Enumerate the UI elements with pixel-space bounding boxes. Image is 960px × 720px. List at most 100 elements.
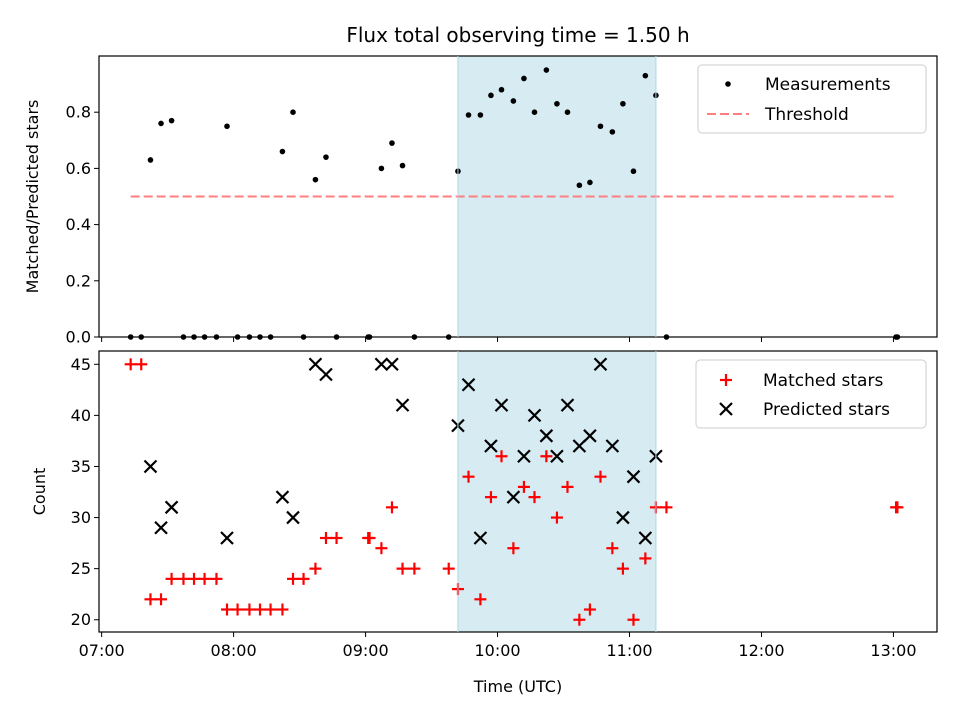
predicted-star-point [308,357,323,372]
predicted-star-point [506,490,521,504]
matched-star-point [144,593,157,606]
predicted-star-point [385,357,399,372]
predicted-star-point [395,398,410,412]
measurement-point [323,154,329,160]
matched-star-point [540,450,553,463]
matched-star-point [507,542,520,555]
measurement-point [510,98,517,104]
predicted-star-point [154,520,168,535]
predicted-star-point [220,531,234,545]
measurement-point [630,168,637,175]
x-tick-label: 08:00 [211,641,257,660]
top-y-ticks: 0.0 0.2 0.4 0.6 0.8 [66,103,99,347]
matched-star-point [891,501,904,514]
matched-star-point [573,613,586,626]
matched-star-point [188,572,201,585]
top-plot-frame [98,55,938,338]
chart-title: Flux total observing time = 1.50 h [346,23,689,47]
matched-star-point [375,542,388,555]
predicted-star-point [143,459,158,474]
measurement-point [597,123,604,130]
top-legend: Measurements Threshold [697,64,927,134]
predicted-star-point [626,469,641,484]
measurement-point [312,176,319,183]
top-y-axis-label: Matched/Predicted stars [23,100,42,294]
matched-star-point [330,531,343,544]
x-tick-label: 12:00 [738,641,784,660]
matched-star-point [243,603,256,616]
y-tick-label: 25 [71,559,91,578]
measurement-point [477,112,484,118]
matched-star-point [528,491,541,504]
matched-star-point [517,480,530,493]
measurement-point [531,109,538,115]
y-tick-label: 0.6 [66,159,91,178]
predicted-star-point [461,377,476,392]
predicted-star-point [638,531,653,545]
x-tick-label: 07:00 [79,641,125,660]
measurement-point [543,67,550,73]
matched-star-point [165,572,178,585]
matched-star-point [231,603,244,616]
legend-predicted-marker [719,402,733,416]
predicted-star-point [616,510,630,525]
measurement-points [127,67,901,340]
bottom-y-ticks: 20 25 30 35 40 45 [71,355,99,629]
matched-star-point [210,572,223,585]
x-tick-label: 11:00 [606,641,652,660]
predicted-star-point [539,429,554,443]
y-tick-label: 0.0 [66,328,91,347]
matched-star-point [286,572,299,585]
top-panel: 0.00.20.40.60.8 Matched/Predicted stars … [23,55,938,347]
bottom-y-axis-label: Count [30,468,49,516]
y-tick-label: 45 [71,355,91,374]
top-x-ticks [101,337,894,342]
x-tick-label: 10:00 [474,641,520,660]
matched-star-point [660,501,673,514]
matched-star-point [198,572,211,585]
legend-matched-label: Matched stars [763,371,883,391]
predicted-star-point [286,510,300,525]
measurement-point [279,148,286,155]
matched-star-point [550,511,563,524]
matched-star-point [276,603,289,616]
measurement-point [399,162,406,169]
measurement-point [576,182,583,189]
matched-star-point [495,450,508,463]
measurement-point [488,92,494,99]
matched-star-point [484,491,497,504]
predicted-star-point [494,398,509,412]
y-tick-label: 0.2 [66,271,91,290]
predicted-star-point [593,357,608,372]
y-tick-label: 0.4 [66,215,91,234]
matched-star-points [124,358,904,626]
matched-star-point [385,501,398,514]
measurement-point [564,109,571,115]
measurement-point [389,140,395,146]
predicted-star-point [473,531,488,545]
matched-star-point [309,562,322,575]
matched-star-point [297,572,310,585]
matched-star-point [363,531,376,544]
predicted-star-point [572,439,587,453]
matched-star-point [594,470,607,483]
measurement-point [224,123,230,130]
y-tick-label: 20 [71,610,91,629]
measurement-point [465,112,472,118]
predicted-star-point [527,408,542,423]
matched-star-point [639,552,652,565]
measurement-point [290,109,296,115]
measurement-point [521,75,527,82]
matched-star-point [319,531,332,544]
legend-matched-marker [720,374,732,386]
legend-threshold-label: Threshold [764,105,849,125]
predicted-star-point [550,449,564,464]
matched-star-point [442,562,455,575]
matched-star-point [221,603,234,616]
predicted-star-point [374,357,389,372]
measurement-point [158,120,164,127]
matched-star-point [135,358,148,371]
bottom-panel: 20 25 30 35 40 45 07:00 08:00 09:00 10:00 11:00 12… [30,350,938,696]
matched-star-point [462,470,475,483]
legend-measurements-marker [725,81,731,87]
